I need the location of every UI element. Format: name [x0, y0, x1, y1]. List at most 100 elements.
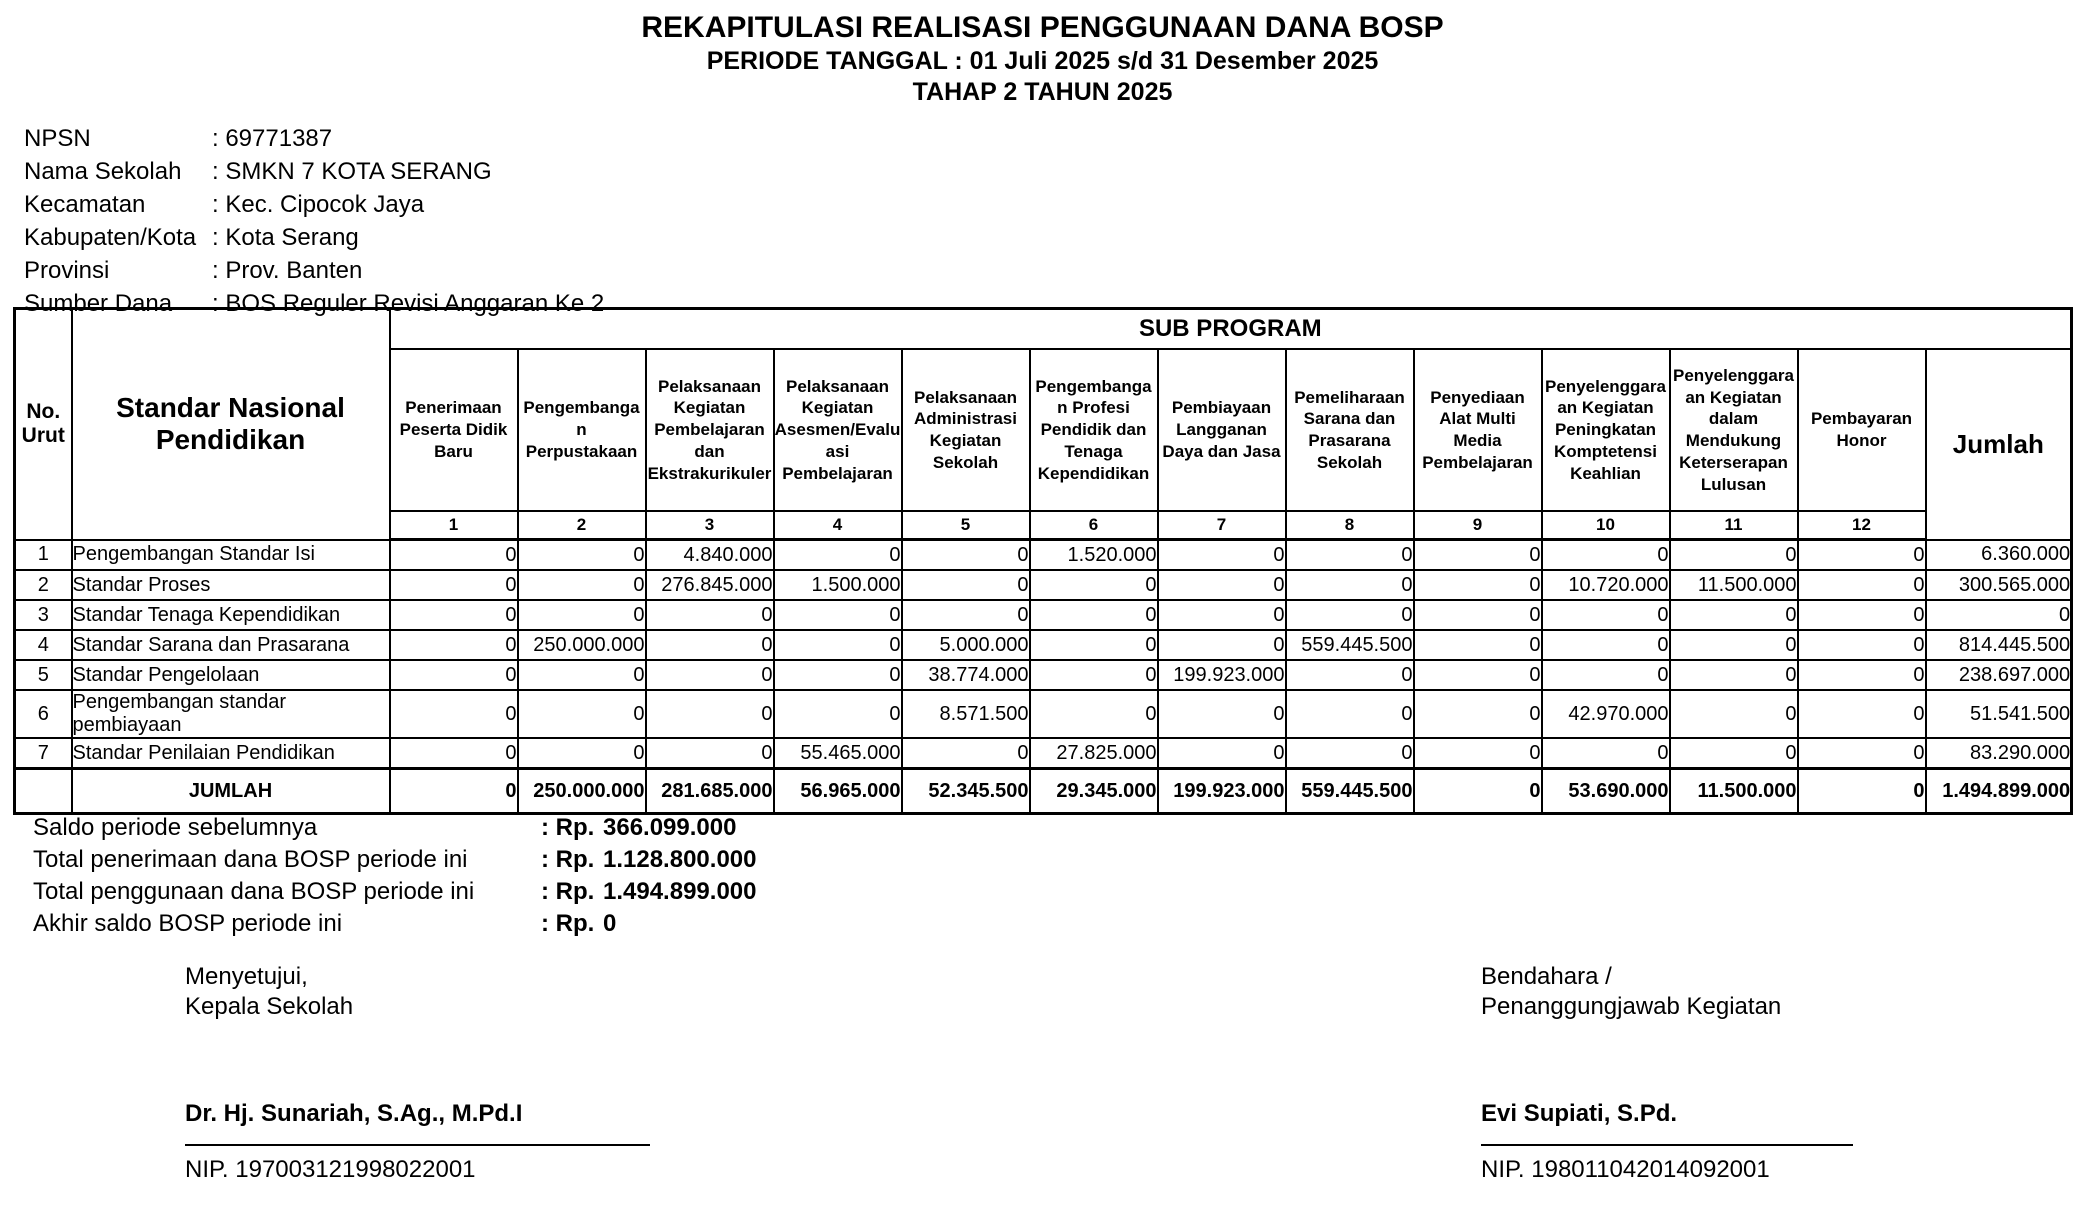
total-value-cell: 52.345.500: [900, 767, 1031, 815]
currency-prefix: : Rp.: [541, 878, 595, 905]
table-row: 2 Standar Proses 0 0 276.845.000 1.500.000 0 0 0…: [13, 569, 2073, 601]
row-total-cell: 300.565.000: [1924, 569, 2073, 601]
row-number-cell: 6: [13, 689, 73, 739]
value-cell: 0: [900, 569, 1031, 601]
total-value-cell: 281.685.000: [644, 767, 775, 815]
summary-row-total-penggunaan: Total penggunaan dana BOSP periode ini :…: [33, 876, 756, 908]
subprogram-column-header: Pelaksanaan Administrasi Kegiatan Sekola…: [900, 348, 1031, 512]
value-cell: 0: [1668, 737, 1799, 770]
document-header: REKAPITULASI REALISASI PENGGUNAAN DANA B…: [0, 10, 2085, 108]
value-cell: 0: [1796, 599, 1927, 631]
total-row-empty-cell: [13, 767, 73, 815]
value-cell: 0: [1284, 538, 1415, 571]
value-cell: 0: [772, 538, 903, 571]
standard-name-cell: Pengembangan Standar Isi: [70, 538, 391, 571]
value-cell: 0: [1156, 599, 1287, 631]
standard-name-cell: Standar Tenaga Kependidikan: [70, 599, 391, 631]
value-cell: 559.445.500: [1284, 629, 1415, 661]
value-cell: 0: [1540, 737, 1671, 770]
value-cell: 0: [1284, 689, 1415, 739]
signatory-name: Dr. Hj. Sunariah, S.Ag., M.Pd.I: [185, 1100, 523, 1127]
subprogram-group-header: SUB PROGRAM: [388, 307, 2073, 350]
info-value: : Kec. Cipocok Jaya: [212, 191, 425, 218]
header-row-subprogram-names: Penerimaan Peserta Didik Baru Pengembanga…: [15, 348, 2073, 541]
standard-name-cell: Standar Penilaian Pendidikan: [70, 737, 391, 770]
total-value-cell: 559.445.500: [1284, 767, 1415, 815]
signature-block-bendahara: Bendahara / Penanggungjawab Kegiatan Evi…: [1481, 962, 1853, 1184]
value-cell: 0: [1540, 599, 1671, 631]
subprogram-column-header: Pembiayaan Langganan Daya dan Jasa: [1156, 348, 1287, 512]
info-row-npsn: NPSN : 69771387: [24, 122, 604, 155]
summary-label: Total penggunaan dana BOSP periode ini: [33, 878, 475, 905]
signature-role-line2: Penanggungjawab Kegiatan: [1481, 993, 1782, 1020]
value-cell: 0: [772, 689, 903, 739]
value-cell: 0: [1796, 659, 1927, 691]
value-cell: 0: [772, 629, 903, 661]
value-cell: 0: [1668, 599, 1799, 631]
value-cell: 0: [516, 569, 647, 601]
table-total-row: JUMLAH 0 250.000.000 281.685.000 56.965.000 5…: [13, 767, 2073, 815]
info-label: NPSN: [24, 125, 91, 152]
summary-label: Saldo periode sebelumnya: [33, 814, 318, 841]
value-cell: 0: [1540, 629, 1671, 661]
value-cell: 0: [1796, 629, 1927, 661]
info-value: : Prov. Banten: [212, 257, 363, 284]
value-cell: 0: [1284, 737, 1415, 770]
value-cell: 1.520.000: [1028, 538, 1159, 571]
value-cell: 0: [1540, 538, 1671, 571]
value-cell: 0: [388, 569, 519, 601]
signature-block-kepala-sekolah: Menyetujui, Kepala Sekolah Dr. Hj. Sunar…: [185, 962, 650, 1184]
value-cell: 5.000.000: [900, 629, 1031, 661]
value-cell: 0: [1796, 689, 1927, 739]
summary-row-saldo-sebelumnya: Saldo periode sebelumnya : Rp. 366.099.0…: [33, 812, 756, 844]
standard-name-cell: Standar Sarana dan Prasarana: [70, 629, 391, 661]
value-cell: 0: [388, 689, 519, 739]
value-cell: 0: [900, 737, 1031, 770]
total-row-label: JUMLAH: [70, 767, 391, 815]
signature-line: [185, 1144, 650, 1146]
column-number-cell: 2: [516, 510, 647, 541]
info-row-kabupaten: Kabupaten/Kota : Kota Serang: [24, 221, 604, 254]
currency-prefix: : Rp.: [541, 910, 595, 937]
value-cell: 250.000.000: [516, 629, 647, 661]
value-cell: 0: [1028, 689, 1159, 739]
summary-label: Total penerimaan dana BOSP periode ini: [33, 846, 468, 873]
value-cell: 10.720.000: [1540, 569, 1671, 601]
value-cell: 0: [1284, 599, 1415, 631]
value-cell: 0: [1412, 569, 1543, 601]
standard-name-cell: Standar Pengelolaan: [70, 659, 391, 691]
value-cell: 0: [1668, 629, 1799, 661]
value-cell: 0: [1284, 569, 1415, 601]
currency-prefix: : Rp.: [541, 846, 595, 873]
table-row: 7 Standar Penilaian Pendidikan 0 0 0 55.465.0…: [13, 737, 2073, 770]
value-cell: 0: [1412, 599, 1543, 631]
value-cell: 0: [1796, 737, 1927, 770]
table-row: 4 Standar Sarana dan Prasarana 0 250.000.00…: [13, 629, 2073, 661]
row-total-cell: 83.290.000: [1924, 737, 2073, 770]
value-cell: 27.825.000: [1028, 737, 1159, 770]
value-cell: 1.500.000: [772, 569, 903, 601]
column-number-cell: 4: [772, 510, 903, 541]
grand-total-cell: 1.494.899.000: [1924, 767, 2073, 815]
value-cell: 0: [1156, 737, 1287, 770]
value-cell: 199.923.000: [1156, 659, 1287, 691]
value-cell: 0: [516, 737, 647, 770]
info-row-nama-sekolah: Nama Sekolah : SMKN 7 KOTA SERANG: [24, 155, 604, 188]
signature-line: [1481, 1144, 1853, 1146]
info-value: : 69771387: [212, 125, 333, 152]
summary-value: 1.494.899.000: [603, 878, 757, 905]
column-header-jumlah: Jumlah: [1924, 348, 2073, 541]
value-cell: 0: [388, 538, 519, 571]
value-cell: 42.970.000: [1540, 689, 1671, 739]
info-row-provinsi: Provinsi : Prov. Banten: [24, 254, 604, 287]
value-cell: 0: [900, 599, 1031, 631]
table-row: 1 Pengembangan Standar Isi 0 0 4.840.000 0 0 1.…: [13, 538, 2073, 571]
value-cell: 0: [772, 599, 903, 631]
currency-prefix: : Rp.: [541, 814, 595, 841]
value-cell: 0: [1412, 538, 1543, 571]
standard-name-cell: Standar Proses: [70, 569, 391, 601]
row-number-cell: 2: [13, 569, 73, 601]
value-cell: 0: [516, 659, 647, 691]
total-value-cell: 199.923.000: [1156, 767, 1287, 815]
page-title: REKAPITULASI REALISASI PENGGUNAAN DANA B…: [641, 11, 1444, 44]
